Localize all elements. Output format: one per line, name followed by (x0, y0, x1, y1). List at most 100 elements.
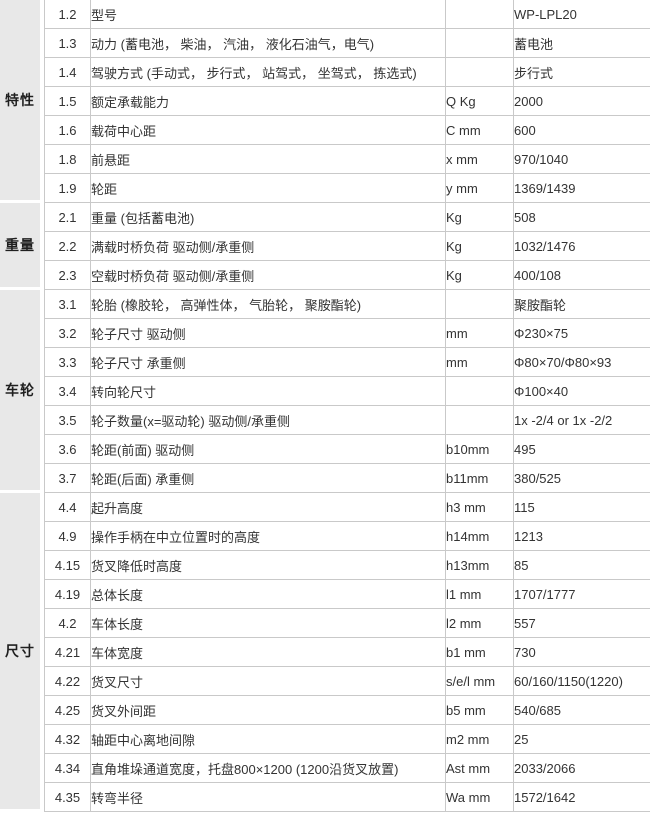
row-number-cell: 4.19 (44, 579, 91, 609)
unit-cell: y mm (445, 173, 514, 203)
spec-name-cell: 货叉外间距 (90, 695, 446, 725)
spec-name-cell: 轮子数量(x=驱动轮) 驱动侧/承重侧 (90, 405, 446, 435)
unit-cell: h14mm (445, 521, 514, 551)
spec-row: 4.19 总体长度 l1 mm 1707/1777 (44, 579, 650, 609)
spec-name-cell: 总体长度 (90, 579, 446, 609)
unit-cell: mm (445, 318, 514, 348)
row-number-cell: 2.1 (44, 202, 91, 232)
row-number-cell: 2.2 (44, 231, 91, 261)
unit-cell: b11mm (445, 463, 514, 493)
row-number-cell: 4.25 (44, 695, 91, 725)
row-number-cell: 1.9 (44, 173, 91, 203)
unit-cell: l1 mm (445, 579, 514, 609)
spec-row: 3.3 轮子尺寸 承重侧 mm Φ80×70/Φ80×93 (44, 347, 650, 377)
value-cell: 60/160/1150(1220) (513, 666, 650, 696)
group-label: 重量 (0, 203, 40, 287)
spec-row: 3.4 转向轮尺寸 Φ100×40 (44, 376, 650, 406)
spec-name-cell: 轮距 (90, 173, 446, 203)
value-cell: Φ230×75 (513, 318, 650, 348)
unit-cell: b10mm (445, 434, 514, 464)
group-label: 尺寸 (0, 493, 40, 809)
spec-name-cell: 货叉尺寸 (90, 666, 446, 696)
spec-name-cell: 车体宽度 (90, 637, 446, 667)
row-number-cell: 3.6 (44, 434, 91, 464)
spec-row: 4.9 操作手柄在中立位置时的高度 h14mm 1213 (44, 521, 650, 551)
spec-row: 1.4 驾驶方式 (手动式， 步行式， 站驾式， 坐驾式， 拣选式) 步行式 (44, 57, 650, 87)
value-cell: 730 (513, 637, 650, 667)
unit-cell (445, 28, 514, 58)
value-cell: 1369/1439 (513, 173, 650, 203)
spec-name-cell: 车体长度 (90, 608, 446, 638)
value-cell: 495 (513, 434, 650, 464)
spec-row: 4.21 车体宽度 b1 mm 730 (44, 637, 650, 667)
unit-cell: h13mm (445, 550, 514, 580)
unit-cell: b5 mm (445, 695, 514, 725)
unit-cell: h3 mm (445, 492, 514, 522)
spec-name-cell: 轮子尺寸 承重侧 (90, 347, 446, 377)
row-number-cell: 3.2 (44, 318, 91, 348)
unit-cell (445, 405, 514, 435)
spec-name-cell: 满载时桥负荷 驱动侧/承重侧 (90, 231, 446, 261)
row-number-cell: 4.9 (44, 521, 91, 551)
row-number-cell: 1.3 (44, 28, 91, 58)
value-cell: 85 (513, 550, 650, 580)
value-cell: 1032/1476 (513, 231, 650, 261)
spec-row: 2.1 重量 (包括蓄电池) Kg 508 (44, 202, 650, 232)
spec-table: 1.2 型号 WP-LPL20 1.3 动力 (蓄电池， 柴油， 汽油， 液化石油气，电… (44, 0, 650, 812)
spec-name-cell: 起升高度 (90, 492, 446, 522)
group-label-column: 特性 重量 车轮 尺寸 (0, 0, 40, 812)
row-number-cell: 1.5 (44, 86, 91, 116)
value-cell: 508 (513, 202, 650, 232)
row-number-cell: 3.1 (44, 289, 91, 319)
unit-cell (445, 57, 514, 87)
spec-name-cell: 直角堆垛通道宽度，托盘800×1200 (1200沿货叉放置) (90, 753, 446, 783)
value-cell: 聚胺酯轮 (513, 289, 650, 319)
unit-cell: Ast mm (445, 753, 514, 783)
value-cell: 蓄电池 (513, 28, 650, 58)
spec-row: 2.2 满载时桥负荷 驱动侧/承重侧 Kg 1032/1476 (44, 231, 650, 261)
row-number-cell: 3.7 (44, 463, 91, 493)
value-cell: Φ100×40 (513, 376, 650, 406)
spec-name-cell: 载荷中心距 (90, 115, 446, 145)
spec-name-cell: 轮距(前面) 驱动侧 (90, 434, 446, 464)
row-number-cell: 4.35 (44, 782, 91, 812)
unit-cell: Kg (445, 260, 514, 290)
spec-name-cell: 转弯半径 (90, 782, 446, 812)
unit-cell: Kg (445, 202, 514, 232)
spec-name-cell: 前悬距 (90, 144, 446, 174)
row-number-cell: 4.21 (44, 637, 91, 667)
spec-name-cell: 动力 (蓄电池， 柴油， 汽油， 液化石油气，电气) (90, 28, 446, 58)
row-number-cell: 4.15 (44, 550, 91, 580)
spec-row: 1.3 动力 (蓄电池， 柴油， 汽油， 液化石油气，电气) 蓄电池 (44, 28, 650, 58)
row-number-cell: 3.4 (44, 376, 91, 406)
value-cell: 1x -2/4 or 1x -2/2 (513, 405, 650, 435)
value-cell: 380/525 (513, 463, 650, 493)
spec-name-cell: 轮距(后面) 承重侧 (90, 463, 446, 493)
spec-row: 3.5 轮子数量(x=驱动轮) 驱动侧/承重侧 1x -2/4 or 1x -2/2 (44, 405, 650, 435)
row-number-cell: 4.4 (44, 492, 91, 522)
value-cell: WP-LPL20 (513, 0, 650, 29)
spec-row: 1.9 轮距 y mm 1369/1439 (44, 173, 650, 203)
unit-cell: C mm (445, 115, 514, 145)
unit-cell (445, 0, 514, 29)
spec-row: 2.3 空载时桥负荷 驱动侧/承重侧 Kg 400/108 (44, 260, 650, 290)
value-cell: 25 (513, 724, 650, 754)
spec-row: 4.2 车体长度 l2 mm 557 (44, 608, 650, 638)
value-cell: 557 (513, 608, 650, 638)
row-number-cell: 4.22 (44, 666, 91, 696)
value-cell: Φ80×70/Φ80×93 (513, 347, 650, 377)
spec-row: 4.22 货叉尺寸 s/e/l mm 60/160/1150(1220) (44, 666, 650, 696)
unit-cell: Q Kg (445, 86, 514, 116)
spec-row: 4.4 起升高度 h3 mm 115 (44, 492, 650, 522)
row-number-cell: 3.5 (44, 405, 91, 435)
unit-cell: l2 mm (445, 608, 514, 638)
spec-name-cell: 重量 (包括蓄电池) (90, 202, 446, 232)
value-cell: 2000 (513, 86, 650, 116)
spec-name-cell: 轮胎 (橡胶轮， 高弹性体， 气胎轮， 聚胺酯轮) (90, 289, 446, 319)
spec-row: 3.2 轮子尺寸 驱动侧 mm Φ230×75 (44, 318, 650, 348)
row-number-cell: 1.6 (44, 115, 91, 145)
group-label: 车轮 (0, 290, 40, 490)
row-number-cell: 1.2 (44, 0, 91, 29)
value-cell: 400/108 (513, 260, 650, 290)
